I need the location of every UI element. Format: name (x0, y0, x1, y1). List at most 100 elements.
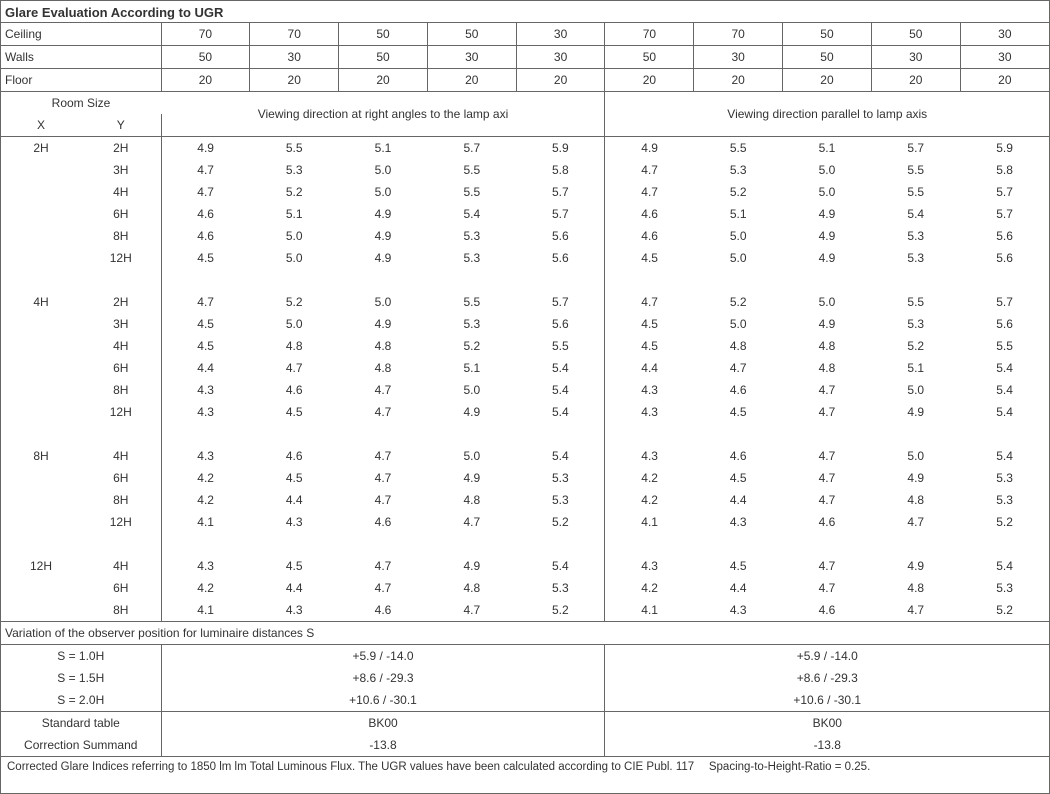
reflectance-value: 70 (161, 23, 250, 46)
reflectance-value: 70 (694, 23, 783, 46)
ugr-value: 4.6 (605, 203, 694, 225)
ugr-value: 4.9 (783, 313, 872, 335)
spacer (783, 269, 872, 291)
ugr-value: 5.5 (871, 159, 960, 181)
variation-header: Variation of the observer position for l… (1, 622, 1049, 645)
y-value: 2H (81, 291, 161, 313)
ugr-value: 5.3 (871, 313, 960, 335)
x-value (1, 203, 81, 225)
variation-value: +5.9 / -14.0 (605, 645, 1049, 668)
spacer (81, 533, 161, 555)
spacer (605, 423, 694, 445)
ugr-value: 5.0 (427, 379, 516, 401)
x-value: 2H (1, 137, 81, 160)
x-value (1, 159, 81, 181)
x-value (1, 401, 81, 423)
reflectance-value: 70 (605, 23, 694, 46)
ugr-value: 4.8 (427, 489, 516, 511)
spacer (161, 423, 250, 445)
ugr-value: 4.3 (161, 555, 250, 577)
footnote: Corrected Glare Indices referring to 185… (1, 756, 1049, 793)
reflectance-value: 70 (250, 23, 339, 46)
ugr-value: 5.6 (960, 247, 1049, 269)
table-row: Correction Summand-13.8-13.8 (1, 734, 1049, 756)
ugr-value: 5.1 (339, 137, 428, 160)
spacer (960, 423, 1049, 445)
ugr-value: 4.8 (427, 577, 516, 599)
spacer (339, 533, 428, 555)
reflectance-value: 50 (783, 23, 872, 46)
ugr-value: 5.0 (427, 445, 516, 467)
x-value (1, 313, 81, 335)
y-value: 4H (81, 181, 161, 203)
ugr-value: 4.1 (605, 511, 694, 533)
ugr-value: 4.6 (783, 599, 872, 622)
ugr-value: 5.0 (250, 247, 339, 269)
ugr-value: 4.4 (250, 577, 339, 599)
ugr-value: 4.7 (339, 467, 428, 489)
ugr-value: 5.3 (694, 159, 783, 181)
ugr-value: 5.8 (516, 159, 605, 181)
table-row: 6H4.24.44.74.85.34.24.44.74.85.3 (1, 577, 1049, 599)
ugr-value: 5.3 (871, 225, 960, 247)
y-value: 8H (81, 379, 161, 401)
ugr-value: 5.4 (427, 203, 516, 225)
ugr-value: 4.7 (339, 401, 428, 423)
ugr-value: 4.8 (339, 335, 428, 357)
ugr-value: 4.7 (427, 599, 516, 622)
y-value: 4H (81, 335, 161, 357)
table-row: 6H4.24.54.74.95.34.24.54.74.95.3 (1, 467, 1049, 489)
ugr-value: 4.1 (605, 599, 694, 622)
spacer (960, 533, 1049, 555)
table-row: 12H4H4.34.54.74.95.44.34.54.74.95.4 (1, 555, 1049, 577)
ugr-value: 4.5 (161, 247, 250, 269)
reflectance-value: 30 (871, 46, 960, 69)
ugr-value: 5.5 (694, 137, 783, 160)
table-row: 12H4.55.04.95.35.64.55.04.95.35.6 (1, 247, 1049, 269)
ugr-value: 5.5 (960, 335, 1049, 357)
ugr-value: 5.0 (694, 313, 783, 335)
y-value: 4H (81, 555, 161, 577)
ugr-value: 5.2 (516, 599, 605, 622)
table-row: 8H4.34.64.75.05.44.34.64.75.05.4 (1, 379, 1049, 401)
reflectance-value: 30 (516, 46, 605, 69)
ugr-value: 4.5 (694, 555, 783, 577)
spacer (605, 269, 694, 291)
ugr-value: 5.4 (516, 401, 605, 423)
ugr-value: 4.5 (694, 401, 783, 423)
ugr-value: 4.3 (605, 445, 694, 467)
x-value: 4H (1, 291, 81, 313)
table-row: Variation of the observer position for l… (1, 622, 1049, 645)
page-title: Glare Evaluation According to UGR (1, 1, 1049, 23)
ugr-value: 5.1 (250, 203, 339, 225)
ugr-value: 5.4 (516, 379, 605, 401)
ugr-value: 5.9 (960, 137, 1049, 160)
table-row: S = 1.5H+8.6 / -29.3+8.6 / -29.3 (1, 667, 1049, 689)
ugr-value: 5.2 (427, 335, 516, 357)
ugr-value: 5.2 (871, 335, 960, 357)
ugr-value: 5.4 (516, 445, 605, 467)
ugr-value: 5.3 (960, 489, 1049, 511)
ugr-value: 4.9 (427, 555, 516, 577)
ugr-value: 4.9 (161, 137, 250, 160)
spacer (339, 423, 428, 445)
ugr-value: 5.7 (960, 291, 1049, 313)
y-value: 12H (81, 247, 161, 269)
ugr-value: 4.6 (694, 379, 783, 401)
table-row: Room SizeViewing direction at right angl… (1, 92, 1049, 115)
reflectance-value: 50 (339, 46, 428, 69)
ugr-value: 4.6 (250, 379, 339, 401)
y-value: 8H (81, 225, 161, 247)
ugr-value: 5.3 (871, 247, 960, 269)
reflectance-value: 50 (161, 46, 250, 69)
y-value: 12H (81, 511, 161, 533)
table-row: 8H4.14.34.64.75.24.14.34.64.75.2 (1, 599, 1049, 622)
ugr-value: 4.3 (250, 599, 339, 622)
reflectance-value: 50 (605, 46, 694, 69)
reflectance-value: 20 (694, 69, 783, 92)
ugr-value: 5.0 (871, 379, 960, 401)
table-row: 12H4.34.54.74.95.44.34.54.74.95.4 (1, 401, 1049, 423)
ugr-value: 4.4 (161, 357, 250, 379)
ugr-value: 4.6 (339, 511, 428, 533)
y-value: 4H (81, 445, 161, 467)
